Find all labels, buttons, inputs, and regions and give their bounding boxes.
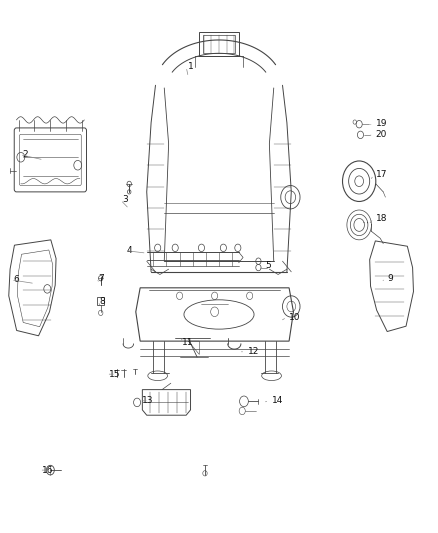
Bar: [97, 297, 104, 305]
Text: 13: 13: [142, 397, 154, 405]
Text: 19: 19: [376, 119, 387, 128]
Text: 7: 7: [99, 274, 104, 282]
Text: 20: 20: [376, 130, 387, 139]
Text: 14: 14: [272, 397, 283, 405]
Text: 10: 10: [289, 313, 300, 321]
Bar: [199, 32, 239, 56]
Text: 18: 18: [376, 214, 387, 223]
Text: 12: 12: [247, 348, 259, 356]
Text: 3: 3: [123, 196, 128, 204]
Text: 9: 9: [388, 274, 393, 282]
Text: 4: 4: [127, 246, 133, 255]
Text: 16: 16: [42, 466, 53, 474]
Text: 11: 11: [182, 338, 193, 346]
Text: 5: 5: [265, 261, 271, 270]
Text: 8: 8: [100, 297, 106, 305]
Text: 1: 1: [188, 62, 194, 71]
Text: 15: 15: [109, 370, 120, 378]
Text: 17: 17: [376, 171, 387, 179]
Bar: [203, 35, 235, 53]
Text: 6: 6: [13, 276, 19, 284]
Text: 2: 2: [22, 150, 28, 159]
